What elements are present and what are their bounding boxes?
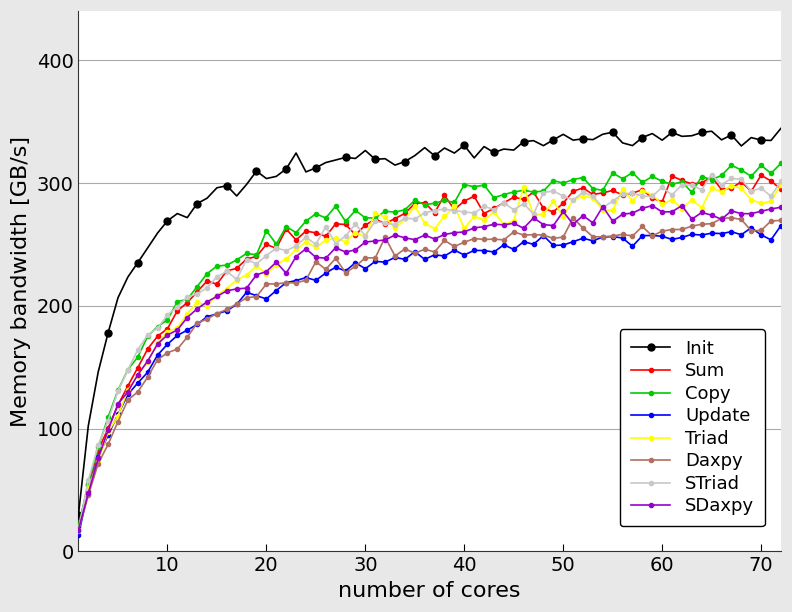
STriad	[707, 171, 717, 178]
Sum	[519, 196, 528, 203]
Init	[242, 181, 251, 188]
Init	[470, 154, 479, 162]
Sum	[242, 255, 251, 263]
Sum	[173, 307, 182, 315]
Sum	[756, 171, 766, 179]
STriad	[549, 187, 558, 195]
Copy	[549, 177, 558, 184]
Update	[776, 222, 786, 230]
Line: Triad: Triad	[76, 182, 783, 532]
Init	[74, 512, 83, 519]
Daxpy	[776, 217, 786, 224]
Daxpy	[311, 258, 321, 265]
Update	[549, 242, 558, 249]
SDaxpy	[173, 326, 182, 334]
SDaxpy	[519, 225, 528, 232]
SDaxpy	[677, 202, 687, 209]
Init	[776, 125, 786, 132]
STriad	[311, 241, 321, 248]
Daxpy	[470, 235, 479, 242]
Legend: Init, Sum, Copy, Update, Triad, Daxpy, STriad, SDaxpy: Init, Sum, Copy, Update, Triad, Daxpy, S…	[620, 329, 765, 526]
SDaxpy	[311, 253, 321, 261]
Update	[311, 277, 321, 284]
STriad	[470, 209, 479, 217]
Daxpy	[727, 214, 737, 222]
Line: SDaxpy: SDaxpy	[76, 204, 783, 532]
SDaxpy	[470, 224, 479, 231]
SDaxpy	[242, 285, 251, 292]
Copy	[470, 183, 479, 190]
X-axis label: number of cores: number of cores	[338, 581, 521, 601]
Triad	[173, 324, 182, 332]
Sum	[470, 193, 479, 200]
Triad	[470, 212, 479, 220]
Update	[470, 247, 479, 254]
Triad	[519, 184, 528, 191]
Sum	[549, 208, 558, 215]
Sum	[311, 230, 321, 237]
Line: Init: Init	[75, 125, 784, 518]
Daxpy	[549, 234, 558, 242]
Copy	[311, 210, 321, 217]
Line: Daxpy: Daxpy	[76, 215, 783, 533]
Copy	[74, 523, 83, 530]
Update	[242, 289, 251, 296]
Triad	[74, 526, 83, 534]
Line: Copy: Copy	[76, 161, 783, 528]
Copy	[776, 160, 786, 167]
STriad	[173, 303, 182, 310]
Daxpy	[242, 294, 251, 301]
Daxpy	[173, 345, 182, 353]
SDaxpy	[549, 222, 558, 230]
Triad	[549, 198, 558, 205]
Copy	[173, 298, 182, 305]
Triad	[776, 181, 786, 188]
Init	[519, 138, 528, 145]
Update	[519, 238, 528, 245]
Copy	[519, 187, 528, 194]
Daxpy	[74, 527, 83, 534]
Init	[549, 136, 558, 143]
Line: STriad: STriad	[76, 173, 783, 532]
STriad	[242, 256, 251, 263]
Init	[311, 164, 321, 171]
Sum	[74, 523, 83, 531]
Triad	[242, 271, 251, 278]
Triad	[311, 244, 321, 251]
STriad	[74, 527, 83, 534]
Daxpy	[519, 231, 528, 239]
STriad	[776, 177, 786, 185]
Y-axis label: Memory bandwidth [GB/s]: Memory bandwidth [GB/s]	[11, 136, 31, 427]
Update	[74, 531, 83, 539]
STriad	[519, 200, 528, 207]
Sum	[776, 185, 786, 193]
Line: Sum: Sum	[76, 173, 783, 529]
Update	[173, 332, 182, 339]
SDaxpy	[74, 526, 83, 534]
Line: Update: Update	[76, 223, 783, 537]
Copy	[242, 250, 251, 257]
Init	[173, 210, 182, 217]
SDaxpy	[776, 204, 786, 211]
